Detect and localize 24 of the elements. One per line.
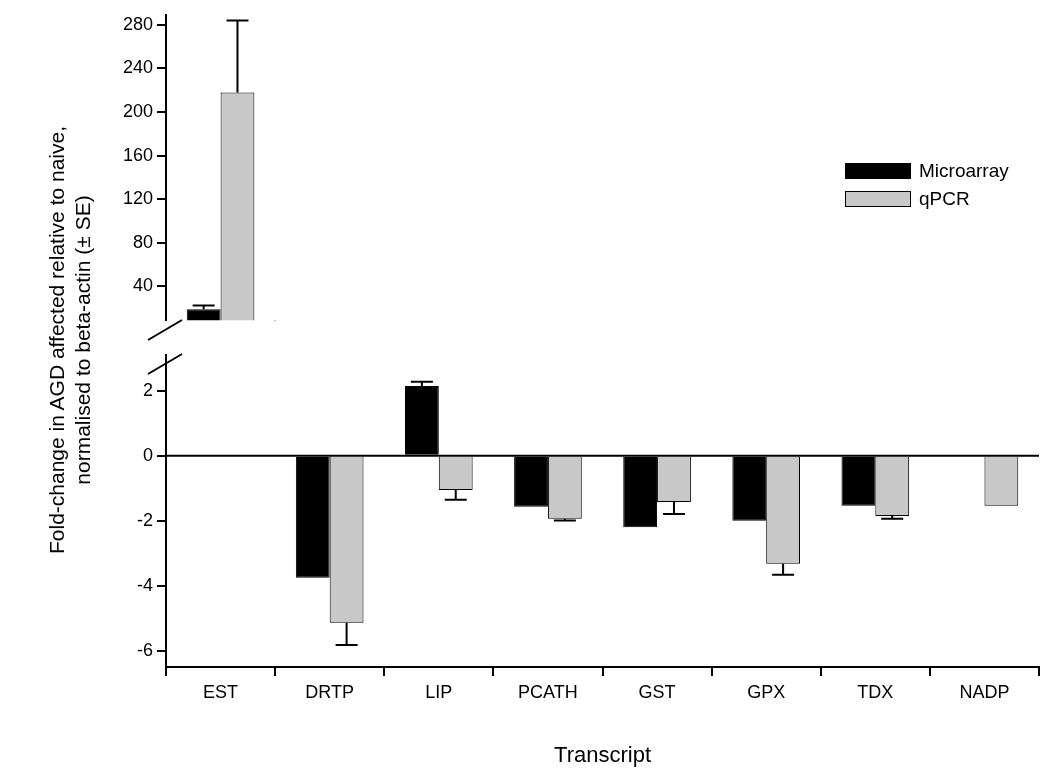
x-axis-title: Transcript [554, 741, 651, 767]
y-tick-label: 40 [132, 275, 153, 296]
x-tick-label: EST [203, 681, 239, 702]
y-axis-title: Fold-change in AGD affected relative to naive, normalised to beta-actin (± SE) [44, 125, 95, 556]
x-tick-label: GST [638, 681, 676, 702]
x-tick-label: PCATH [518, 681, 578, 702]
y-tick-label: 0 [142, 444, 153, 465]
y-tick-label: 2 [142, 379, 153, 400]
y-tick-label: 280 [122, 13, 153, 34]
y-tick-label: 80 [132, 231, 153, 252]
y-tick-label: 240 [122, 57, 153, 78]
x-tick-label: NADP [959, 681, 1010, 702]
y-tick-label: -6 [136, 639, 153, 660]
y-tick-label: -4 [136, 574, 153, 595]
x-tick-label: GPX [747, 681, 786, 702]
y-tick-label: 200 [122, 100, 153, 121]
x-tick-label: DRTP [305, 681, 355, 702]
y-tick-label: -2 [136, 509, 153, 530]
y-tick-label: 120 [122, 188, 153, 209]
legend-label: qPCR [919, 188, 970, 210]
y-tick-label: 160 [122, 144, 153, 165]
legend-label: Microarray [919, 160, 1009, 182]
x-tick-label: TDX [857, 681, 894, 702]
x-tick-label: LIP [425, 681, 453, 702]
